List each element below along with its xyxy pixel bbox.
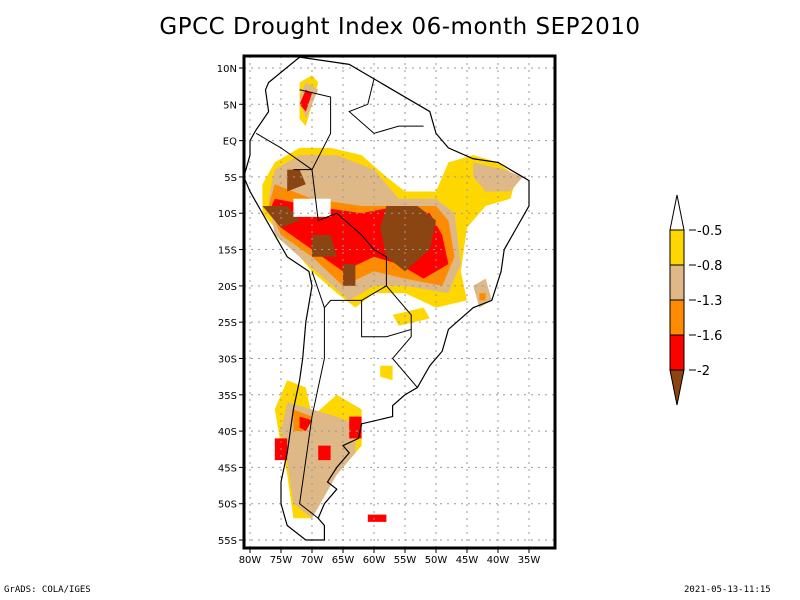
x-tick-label: 50W xyxy=(425,555,448,566)
region-orange-southeast xyxy=(479,293,486,301)
drought-field xyxy=(262,75,523,522)
grid-lines xyxy=(244,56,555,548)
y-tick-label: 5N xyxy=(223,100,237,111)
y-tick-label: 15S xyxy=(218,246,237,257)
x-tick-label: 75W xyxy=(270,555,293,566)
region-red-venezuela xyxy=(299,89,312,112)
y-tick-label: 30S xyxy=(218,354,237,365)
country-border xyxy=(293,169,418,388)
y-tick-label: 25S xyxy=(218,318,237,329)
x-axis: 80W 75W 70W 65W 60W 55W 50W 45W 40W 35W xyxy=(239,548,541,566)
y-tick-label: 45S xyxy=(218,463,237,474)
y-tick-label: 55S xyxy=(218,536,237,547)
x-tick-label: 60W xyxy=(363,555,386,566)
country-border xyxy=(299,307,325,519)
y-tick-label: 20S xyxy=(218,282,237,293)
y-tick-label: 10N xyxy=(217,64,237,75)
country-border xyxy=(255,132,313,171)
region-red-falklands xyxy=(367,514,387,522)
x-tick-label: 35W xyxy=(518,555,541,566)
x-tick-label: 45W xyxy=(456,555,479,566)
country-border xyxy=(299,89,332,170)
legend-swatch xyxy=(669,229,685,266)
x-tick-label: 65W xyxy=(332,555,355,566)
x-tick-label: 55W xyxy=(394,555,417,566)
region-brown-northwest xyxy=(287,169,306,192)
region-brown-west xyxy=(262,205,300,228)
region-red-andes xyxy=(299,416,312,432)
country-border xyxy=(311,271,387,309)
region-brown-peru xyxy=(312,235,337,257)
footer-credit: GrADS: COLA/IGES xyxy=(4,585,91,595)
legend-label: -1.3 xyxy=(697,294,722,309)
south-america-coastline xyxy=(244,56,530,541)
region-red-coast xyxy=(349,416,362,439)
y-axis: 10N 5N EQ 5S 10S 15S 20S 25S 30S 35S 40S 45S 50S 55S xyxy=(217,64,244,547)
y-tick-label: 40S xyxy=(218,427,237,438)
plot-frame xyxy=(242,54,557,550)
coastlines xyxy=(244,56,530,541)
region-yellow-uruguay xyxy=(380,365,393,381)
legend-label: -0.8 xyxy=(697,259,722,274)
region-red-patagonia xyxy=(318,445,331,461)
region-brown-bolivia xyxy=(343,264,356,286)
x-tick-label: 80W xyxy=(239,555,262,566)
country-border xyxy=(348,78,424,134)
y-tick-label: 10S xyxy=(218,209,237,220)
legend-swatch-above xyxy=(669,194,685,231)
y-tick-label: 5S xyxy=(224,173,237,184)
region-brown-central xyxy=(380,205,436,272)
x-tick-label: 70W xyxy=(301,555,324,566)
footer-timestamp: 2021-05-13-11:15 xyxy=(684,585,771,595)
legend-label: -0.5 xyxy=(697,224,722,239)
y-tick-label: EQ xyxy=(223,137,237,148)
y-tick-label: 50S xyxy=(218,500,237,511)
legend-swatch-below xyxy=(669,369,685,406)
legend-swatch xyxy=(669,299,685,336)
legend-label: -1.6 xyxy=(697,329,722,344)
country-border xyxy=(361,300,412,338)
chart-title: GPCC Drought Index 06-month SEP2010 xyxy=(159,14,641,40)
x-tick-label: 40W xyxy=(487,555,510,566)
region-white-hole xyxy=(293,198,331,217)
legend-swatch xyxy=(669,334,685,371)
legend-swatch xyxy=(669,264,685,301)
y-tick-label: 35S xyxy=(218,391,237,402)
colorbar-legend: -0.5 -0.8 -1.3 -1.6 -2 xyxy=(669,194,722,406)
legend-label: -2 xyxy=(697,364,710,379)
